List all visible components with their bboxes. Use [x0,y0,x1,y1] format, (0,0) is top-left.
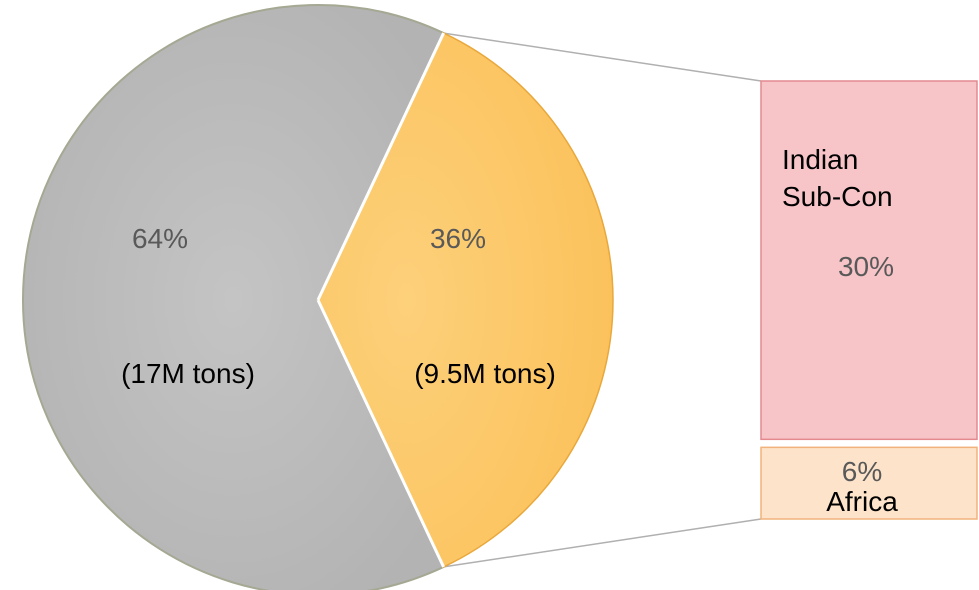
slice-label-percent-other: 64% [132,223,188,254]
bar-stack-group [760,80,978,520]
pie-slice-separator-2 [316,299,445,568]
bar-segment-percent-indian: 30% [838,251,894,282]
pie-slice-other [22,4,445,590]
bar-segment-name-indian-line2: Sub-Con [782,181,893,212]
bar-segment-africa [760,446,978,520]
bar-segment-indian-sub-con [760,80,978,441]
bar-segment-percent-africa: 6% [842,456,882,487]
bar-segment-name-africa: Africa [826,486,898,517]
pie-slice-split [317,32,614,568]
connector-line-top [443,32,762,82]
pie-slice-separator-1 [316,32,445,301]
slice-label-tons-other: (17M tons) [121,358,255,389]
slice-label-tons-split: (9.5M tons) [414,358,556,389]
pie-group [22,4,614,590]
bar-segment-name-indian-line1: Indian [782,144,858,175]
connector-lines [443,32,762,568]
connector-line-bottom [443,518,762,568]
slice-label-percent-split: 36% [430,223,486,254]
